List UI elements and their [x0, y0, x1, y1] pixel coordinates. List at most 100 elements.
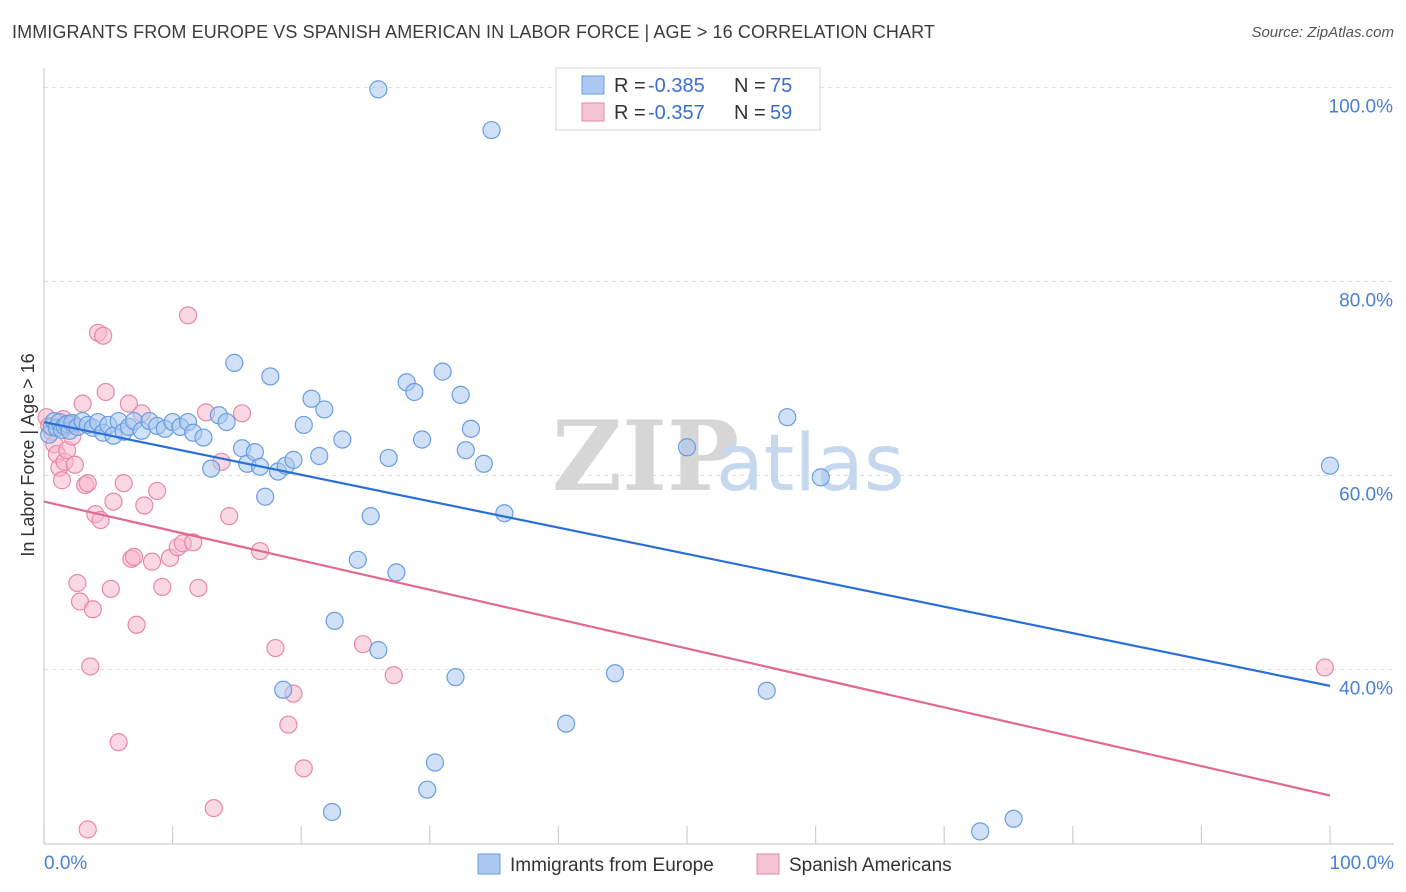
immigrants-europe-point-73	[971, 822, 990, 841]
spanish-americans-point-40	[178, 306, 198, 325]
spanish-americans-point-58	[1315, 658, 1334, 677]
spanish-americans-point-11	[65, 455, 84, 474]
legend-n-value-pink: 59	[770, 102, 792, 124]
spanish-americans-point-53	[353, 635, 373, 654]
legend-n-label-pink: N =	[734, 102, 766, 124]
spanish-americans-point-34	[142, 552, 162, 571]
immigrants-europe-point-59	[433, 362, 452, 381]
spanish-americans-point-33	[135, 496, 154, 515]
spanish-americans-point-18	[83, 600, 102, 619]
immigrants-europe-point-76	[369, 80, 388, 99]
y-tick-label-100: 100.0%	[1329, 96, 1394, 117]
legend-n-label-blue: N =	[734, 75, 766, 97]
spanish-americans-point-49	[266, 638, 285, 658]
y-tick-label-60: 60.0%	[1339, 484, 1393, 505]
immigrants-europe-point-68	[605, 664, 625, 683]
spanish-americans-point-12	[68, 573, 87, 593]
immigrants-europe-point-60	[446, 668, 465, 687]
chart-title: IMMIGRANTS FROM EUROPE VS SPANISH AMERIC…	[12, 22, 935, 42]
bottom-legend-label-blue: Immigrants from Europe	[510, 855, 714, 876]
spanish-americans-point-46	[220, 507, 239, 526]
spanish-americans-point-42	[189, 578, 208, 598]
spanish-americans-point-35	[148, 481, 167, 501]
grid	[44, 86, 1394, 670]
watermark: ZIP atlas	[552, 400, 905, 513]
immigrants-europe-point-70	[757, 681, 776, 700]
y-tick-label-40: 40.0%	[1339, 678, 1393, 699]
immigrants-europe-point-48	[333, 430, 352, 449]
trend-lines	[43, 420, 1331, 797]
trend-line-immigrants-europe	[43, 420, 1331, 687]
spanish-americans-point-44	[204, 799, 223, 818]
spanish-americans-point-36	[153, 577, 172, 597]
correlation-legend: R = -0.385 N = 75 R = -0.357 N = 59	[555, 67, 821, 131]
spanish-americans-point-54	[384, 666, 403, 685]
legend-r-value-pink: -0.357	[648, 102, 705, 124]
spanish-americans-point-30	[124, 547, 144, 566]
axes	[43, 68, 1394, 845]
immigrants-europe-point-75	[1320, 456, 1340, 475]
immigrants-europe-point-79	[325, 611, 344, 631]
spanish-americans-point-41	[184, 533, 203, 552]
immigrants-europe-point-34	[225, 353, 244, 372]
immigrants-europe-point-77	[322, 802, 342, 822]
immigrants-europe-point-43	[284, 450, 303, 469]
spanish-americans-point-47	[232, 404, 252, 423]
immigrants-europe-point-33	[217, 412, 236, 432]
immigrants-europe-point-31	[202, 459, 221, 478]
spanish-americans-point-23	[96, 382, 115, 402]
legend-r-label-blue: R =	[614, 75, 646, 97]
immigrants-europe-point-30	[194, 428, 213, 447]
series-legend: Immigrants from Europe Spanish Americans	[477, 853, 952, 876]
immigrants-europe-point-64	[474, 454, 493, 473]
immigrants-europe-point-40	[261, 367, 280, 386]
watermark-atlas: atlas	[716, 419, 905, 509]
immigrants-europe-points	[40, 80, 1340, 841]
immigrants-europe-point-51	[369, 640, 388, 660]
legend-swatch-blue	[581, 75, 605, 95]
immigrants-europe-point-61	[451, 385, 470, 404]
immigrants-europe-point-72	[811, 468, 830, 487]
immigrants-europe-point-67	[557, 714, 576, 733]
spanish-americans-point-6	[52, 471, 72, 490]
x-tick-label-min: 0.0%	[44, 853, 87, 874]
immigrants-europe-point-55	[405, 382, 424, 402]
spanish-americans-point-17	[81, 657, 100, 676]
spanish-americans-point-52	[294, 759, 313, 778]
bottom-legend-label-pink: Spanish Americans	[789, 855, 952, 876]
spanish-americans-point-22	[94, 326, 113, 345]
immigrants-europe-point-66	[495, 504, 514, 523]
spanish-americans-point-50	[279, 715, 298, 734]
legend-swatch-pink	[581, 102, 605, 122]
immigrants-europe-point-74	[1004, 809, 1023, 828]
bottom-legend-swatch-pink	[756, 853, 780, 875]
x-tick-marks	[43, 826, 1331, 844]
spanish-americans-point-25	[104, 492, 123, 511]
immigrants-europe-point-71	[778, 408, 797, 427]
y-tick-labels: 40.0% 60.0% 80.0% 100.0%	[1329, 96, 1394, 699]
immigrants-europe-point-45	[302, 389, 321, 408]
spanish-americans-point-28	[119, 394, 138, 413]
immigrants-europe-point-44	[294, 415, 313, 435]
y-tick-label-80: 80.0%	[1339, 290, 1393, 311]
immigrants-europe-point-53	[387, 563, 406, 582]
immigrants-europe-point-57	[418, 780, 437, 799]
immigrants-europe-point-50	[361, 507, 380, 526]
immigrants-europe-point-52	[379, 448, 398, 468]
trend-line-spanish-americans	[43, 500, 1331, 797]
immigrants-europe-point-63	[461, 419, 481, 438]
immigrants-europe-point-69	[677, 438, 697, 457]
spanish-americans-point-27	[114, 474, 133, 493]
bottom-legend-swatch-blue	[477, 853, 501, 875]
legend-r-value-blue: -0.385	[648, 75, 705, 97]
immigrants-europe-point-49	[348, 550, 367, 569]
spanish-americans-point-55	[78, 820, 97, 839]
spanish-americans-point-16	[78, 474, 97, 493]
chart-source: Source: ZipAtlas.com	[1251, 24, 1394, 41]
spanish-americans-point-14	[73, 394, 92, 413]
immigrants-europe-point-58	[425, 753, 445, 772]
immigrants-europe-point-47	[315, 400, 334, 419]
immigrants-europe-point-46	[310, 446, 329, 466]
legend-r-label-pink: R =	[614, 102, 646, 124]
